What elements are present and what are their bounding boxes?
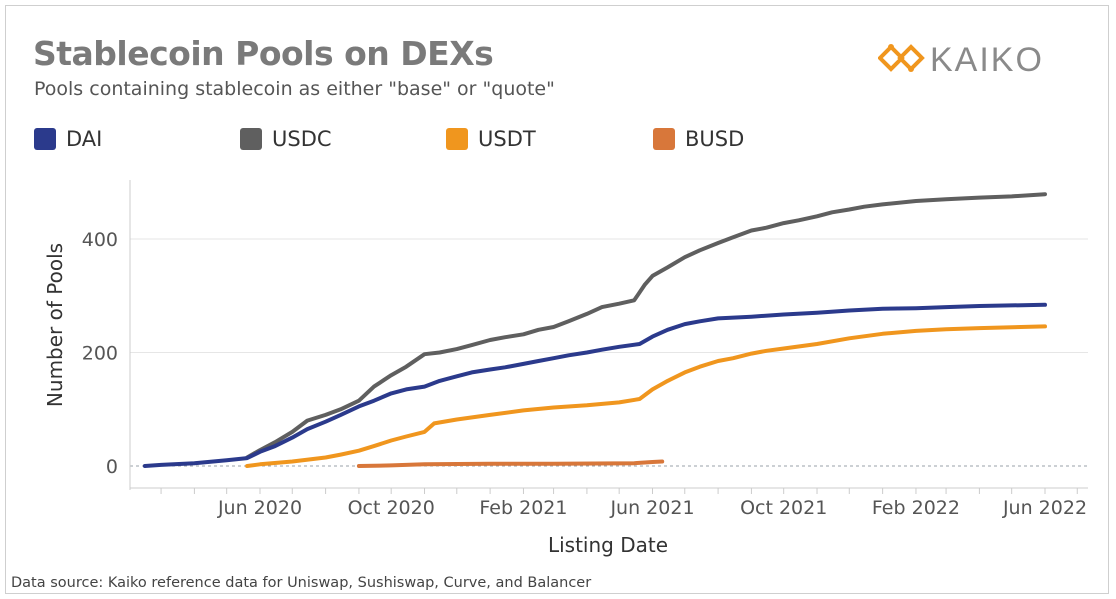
x-tick-label: Jun 2020: [217, 497, 302, 519]
x-tick-label: Jun 2021: [609, 497, 694, 519]
series-line-dai: [142, 302, 1047, 468]
series-line-usdc: [245, 192, 1047, 460]
legend-item-busd[interactable]: BUSD: [653, 127, 744, 151]
y-tick-label: 0: [106, 456, 118, 478]
x-tick-label: Jun 2022: [1002, 497, 1087, 519]
legend-swatch-usdt: [446, 128, 468, 150]
tick-labels: Jun 2020 Oct 2020 Feb 2021 Jun 2021 Oct 2021…: [82, 229, 1087, 519]
legend-label-busd: BUSD: [685, 127, 745, 151]
data-source-note: Data source: Kaiko reference data for Un…: [11, 575, 592, 591]
kaiko-logo: KAIKO: [878, 41, 1044, 78]
axes: [129, 180, 1088, 494]
legend-swatch-usdc: [240, 128, 262, 150]
chart-frame: [5, 5, 1109, 594]
page-title: Stablecoin Pools on DEXs: [33, 34, 494, 73]
legend-label-usdt: USDT: [478, 127, 536, 151]
series-lines: [142, 192, 1047, 468]
series-line-busd: [356, 459, 665, 468]
legend-label-usdc: USDC: [272, 127, 332, 151]
y-tick-label: 200: [82, 343, 118, 365]
legend-item-dai[interactable]: DAI: [34, 127, 102, 151]
x-tick-label: Feb 2021: [479, 497, 567, 519]
chart-subtitle: Pools containing stablecoin as either "b…: [34, 78, 555, 100]
y-tick-label: 400: [82, 229, 118, 251]
legend-label-dai: DAI: [66, 127, 103, 151]
legend-swatch-busd: [653, 128, 675, 150]
x-tick-label: Oct 2020: [348, 497, 435, 519]
gridlines: [130, 238, 1088, 467]
chart-legend: DAI USDC USDT BUSD: [0, 127, 1116, 155]
kaiko-logo-mark-icon: [878, 44, 925, 72]
legend-item-usdt[interactable]: USDT: [446, 127, 536, 151]
legend-item-usdc[interactable]: USDC: [240, 127, 332, 151]
x-tick-label: Feb 2022: [872, 497, 960, 519]
series-line-usdt: [245, 324, 1047, 468]
logo-text: KAIKO: [930, 41, 1044, 78]
y-axis-title: Number of Pools: [43, 243, 67, 407]
x-tick-label: Oct 2021: [740, 497, 827, 519]
legend-swatch-dai: [34, 128, 56, 150]
x-axis-title: Listing Date: [548, 533, 668, 557]
